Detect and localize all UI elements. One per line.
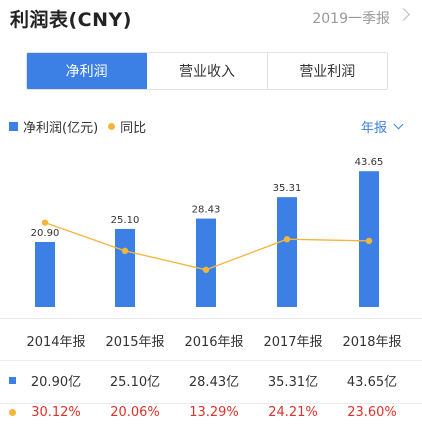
bar-value-label: 28.43 (192, 205, 221, 216)
profit-bar (35, 241, 55, 307)
bar-legend-label: 净利润(亿元) (23, 120, 99, 136)
yoy-point (365, 237, 373, 245)
table-row-profit: 20.90亿 25.10亿 28.43亿 35.31亿 43.65亿 (0, 360, 422, 400)
tab-revenue[interactable]: 营业收入 (147, 53, 268, 89)
table-row-yoy: 30.12% 20.06% 13.29% 24.21% 23.60% (0, 392, 422, 432)
page-title: 利润表(CNY) (10, 9, 132, 31)
profit-row-marker (9, 360, 16, 400)
yoy-cell: 20.06% (110, 404, 160, 420)
bar-legend-square-icon (9, 121, 18, 131)
year-cell: 2014年报 (26, 334, 86, 350)
table-divider (0, 360, 422, 361)
year-cell: 2017年报 (263, 334, 323, 350)
profit-bar (277, 197, 297, 307)
yoy-cell: 23.60% (347, 404, 397, 420)
line-legend-dot-icon (108, 122, 116, 130)
yoy-cell: 30.12% (31, 404, 81, 420)
profit-cell: 43.65亿 (346, 374, 398, 390)
yoy-point (202, 266, 210, 273)
bar-value-label: 43.65 (355, 157, 384, 168)
frequency-dropdown[interactable]: 年报 (360, 117, 404, 136)
chevron-down-icon (393, 119, 404, 130)
table-divider (0, 403, 422, 404)
year-cell: 2015年报 (105, 334, 165, 350)
dot-marker-icon (9, 408, 16, 416)
year-cell: 2018年报 (342, 334, 402, 350)
yoy-point (283, 236, 291, 243)
profit-cell: 35.31亿 (267, 374, 319, 390)
yoy-row-marker (9, 392, 16, 432)
bar-value-label: 35.31 (273, 183, 302, 194)
chevron-right-icon[interactable] (397, 8, 410, 21)
yoy-point (121, 247, 129, 255)
table-divider (0, 318, 422, 319)
bar-value-label: 20.90 (31, 228, 60, 239)
report-period-link[interactable]: 2019一季报 (312, 11, 390, 27)
yoy-point (41, 219, 49, 226)
yoy-cell: 24.21% (268, 404, 318, 420)
profit-bar (115, 228, 135, 307)
header: 利润表(CNY) 2019一季报 (0, 0, 422, 38)
metric-tabs: 净利润 营业收入 营业利润 (26, 52, 388, 90)
profit-cell: 20.90亿 (30, 374, 82, 390)
tab-operating-profit[interactable]: 营业利润 (267, 53, 387, 89)
net-profit-chart: 20.90 25.10 28.43 35.31 43.65 (31, 157, 384, 307)
chart-legend: 净利润(亿元) 同比 (9, 117, 147, 136)
square-marker-icon (9, 376, 16, 384)
line-legend-label: 同比 (120, 120, 147, 136)
bar-value-label: 25.10 (111, 215, 140, 226)
profit-cell: 25.10亿 (109, 374, 161, 390)
tab-net-profit[interactable]: 净利润 (27, 53, 148, 89)
table-row-years: 2014年报 2015年报 2016年报 2017年报 2018年报 (0, 320, 422, 360)
yoy-cell: 13.29% (189, 404, 239, 420)
frequency-label: 年报 (360, 121, 387, 136)
year-cell: 2016年报 (184, 334, 244, 350)
profit-bar (196, 218, 216, 307)
profit-cell: 28.43亿 (188, 374, 240, 390)
